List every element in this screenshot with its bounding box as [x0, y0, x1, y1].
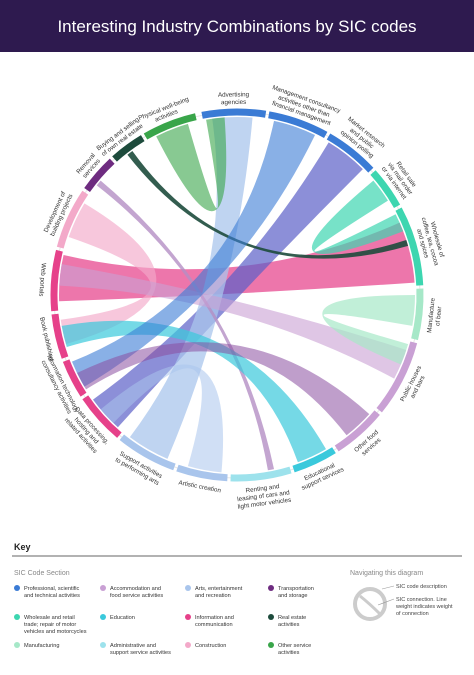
key-swatch [14, 642, 20, 648]
key-swatch [268, 642, 274, 648]
chords [59, 117, 415, 473]
nav-description: SIC code description [396, 584, 447, 590]
node-label-line: Manufacture [426, 297, 437, 333]
key-label: Education [110, 615, 135, 621]
chord [60, 203, 157, 345]
key-swatch [100, 614, 106, 620]
chord [61, 320, 326, 463]
chord [71, 120, 316, 387]
key-swatch [100, 642, 106, 648]
node-arc [268, 111, 328, 139]
node-label-line: Web portals [37, 263, 47, 297]
node-arc [51, 313, 69, 359]
key-label: Real estate [278, 615, 306, 621]
key-label: vehicles and motorcycles [24, 629, 87, 635]
key-title: Key [14, 542, 31, 552]
node-arc [395, 207, 424, 286]
key-label: Manufacturing [24, 643, 59, 649]
nav-connection-line: SIC connection. Line [396, 597, 447, 603]
key-label: Other service [278, 643, 311, 649]
node-arc [326, 133, 374, 173]
node-label-line: of beer [434, 306, 443, 326]
node-arc [82, 395, 122, 438]
header-bar [0, 0, 474, 52]
chord [127, 150, 409, 259]
node-arc [411, 288, 424, 341]
key-label: food service activities [110, 593, 163, 599]
chord [322, 295, 415, 365]
node-arc [143, 113, 197, 140]
key-swatch [100, 585, 106, 591]
key-swatch [185, 585, 191, 591]
key-label: Wholesale and retail [24, 615, 75, 621]
node-arc [56, 190, 89, 249]
node-arc [334, 410, 380, 452]
node-arc [292, 447, 336, 473]
nav-connection-line: weight indicates weight [395, 604, 453, 610]
chord [156, 117, 227, 212]
chord [129, 117, 253, 459]
key-label: Arts, entertainment [195, 586, 243, 592]
key-label: Transportation [278, 586, 314, 592]
node-arc [50, 249, 63, 312]
key-swatch [14, 585, 20, 591]
node-label: Artistic creation [178, 479, 222, 494]
key-swatch [14, 614, 20, 620]
key-label: Construction [195, 643, 226, 649]
key-section-title: SIC Code Section [14, 570, 70, 577]
node-label: Web portals [37, 263, 47, 297]
node-label-line: Advertising [218, 91, 250, 99]
node-arc [119, 434, 176, 471]
chord [59, 264, 407, 379]
key-label: Professional, scientific [24, 586, 80, 592]
node-label-line: Renting and [245, 483, 280, 494]
key-label: and recreation [195, 593, 231, 599]
node-label-line: Artistic creation [178, 479, 222, 494]
key-swatch [268, 585, 274, 591]
key-label: activities [278, 622, 300, 628]
key-label: activities [278, 650, 300, 656]
node-arc [376, 341, 418, 413]
nav-title: Navigating this diagram [350, 570, 423, 577]
key-label: trade; repair of motor [24, 622, 76, 628]
node-label-line: Book publishing [38, 317, 55, 362]
nav-connection-line: of connection [396, 611, 429, 617]
key-swatch [185, 642, 191, 648]
node-label-line: agencies [221, 99, 246, 106]
node-arc [62, 359, 87, 397]
title: Interesting Industry Combinations by SIC… [57, 17, 416, 36]
key-label: and technical activities [24, 593, 80, 599]
node-label: Book publishing [38, 317, 55, 362]
node-arc [84, 158, 115, 193]
key-label: Accommodation and [110, 586, 161, 592]
key-label: support service activities [110, 650, 171, 656]
node-arc [112, 135, 145, 162]
node-arc [201, 108, 267, 119]
node-arc [230, 466, 292, 482]
node-arc [176, 464, 228, 482]
chord [100, 364, 224, 473]
chord [77, 342, 370, 436]
key-label: communication [195, 622, 233, 628]
node-arc [370, 170, 401, 209]
nav-icon [353, 585, 395, 621]
arcs [50, 108, 424, 482]
key-swatch [268, 614, 274, 620]
key-swatch [185, 614, 191, 620]
key-label: Information and [195, 615, 234, 621]
key-label: and storage [278, 593, 308, 599]
key-label: Administrative and [110, 643, 156, 649]
chord [311, 180, 404, 255]
